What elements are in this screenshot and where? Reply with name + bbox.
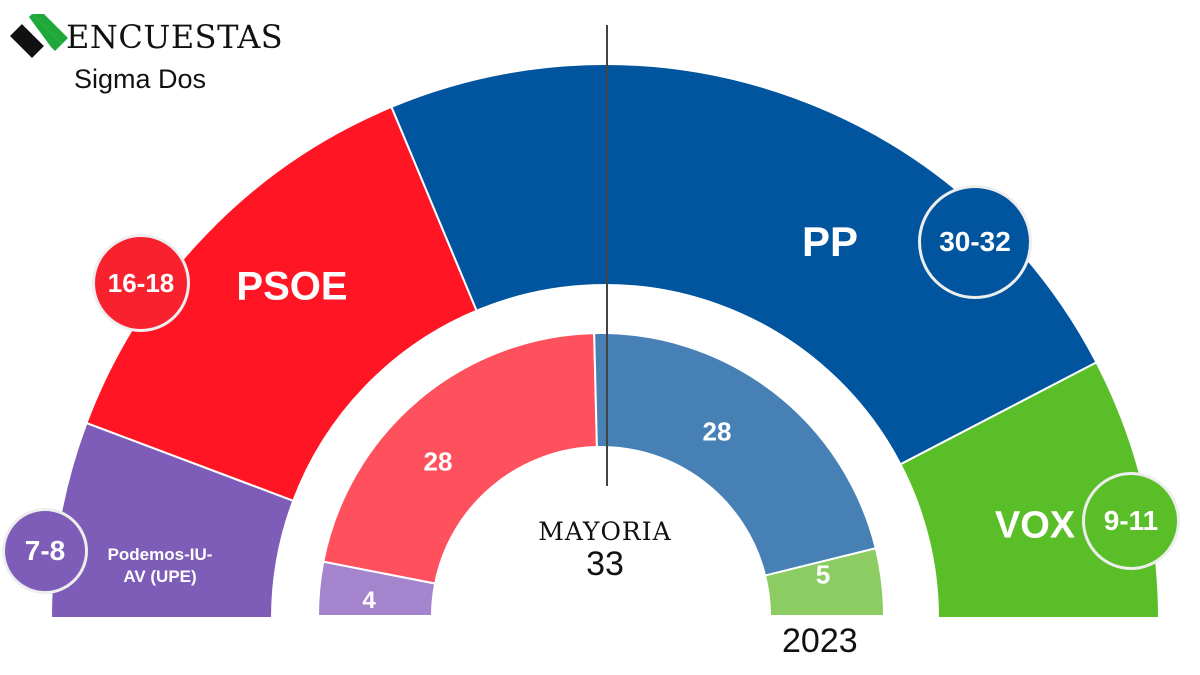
majority-label: MAYORIA <box>538 517 672 546</box>
brand-title: ENCUESTAS <box>66 18 284 56</box>
logo-stripes-icon <box>10 8 68 58</box>
inner-upe-value: 4 <box>362 587 376 614</box>
inner-psoe-value: 28 <box>423 446 453 477</box>
inner-arc-2023 <box>316 332 886 617</box>
pp-label: PP <box>801 218 859 265</box>
segment-pp <box>593 332 877 577</box>
vox-range-badge: 9-11 <box>1082 472 1180 570</box>
pollster-name: Sigma Dos <box>74 64 207 94</box>
vox-label: VOX <box>994 504 1076 547</box>
psoe-label: PSOE <box>236 264 348 309</box>
inner-vox-value: 5 <box>815 559 831 590</box>
majority-value: 33 <box>586 545 624 583</box>
pp-range-badge: 30-32 <box>918 185 1032 299</box>
majority-indicator: MAYORIA 33 <box>538 517 671 582</box>
upe-label-line1: Podemos-IU- <box>107 545 213 564</box>
upe-label-line2: AV (UPE) <box>123 567 197 586</box>
inner-year-label: 2023 <box>782 622 858 660</box>
segment-psoe <box>322 332 598 585</box>
upe-range-badge: 7-8 <box>2 508 88 594</box>
segment-pp <box>390 63 1098 466</box>
upe-label: Podemos-IU- AV (UPE) <box>108 544 213 588</box>
brand-logo <box>8 8 68 63</box>
segment-vox <box>763 547 886 617</box>
inner-pp-value: 28 <box>702 416 732 447</box>
psoe-range-badge: 16-18 <box>92 234 190 332</box>
